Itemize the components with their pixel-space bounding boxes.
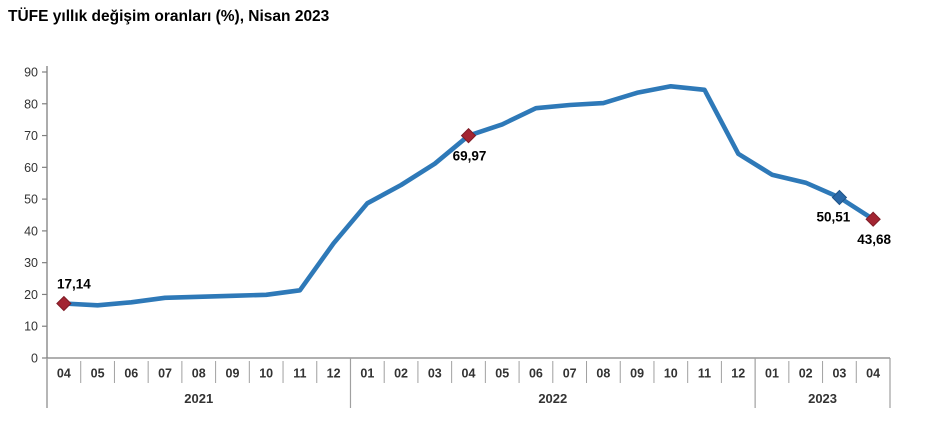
month-label: 11: [698, 367, 711, 381]
data-point-marker: [865, 211, 881, 227]
month-label: 10: [664, 367, 678, 381]
month-label: 08: [596, 367, 610, 381]
month-label: 04: [462, 367, 476, 381]
data-point-label: 69,97: [453, 149, 487, 164]
y-axis-label: 90: [24, 66, 38, 80]
y-axis-label: 40: [24, 224, 38, 238]
y-axis-label: 50: [24, 193, 38, 207]
data-point-marker: [460, 127, 477, 144]
month-label: 11: [293, 367, 306, 381]
chart-title: TÜFE yıllık değişim oranları (%), Nisan …: [8, 8, 330, 25]
data-point-label: 43,68: [857, 232, 891, 247]
month-label: 04: [57, 367, 71, 381]
month-label: 09: [630, 367, 644, 381]
y-axis-label: 30: [24, 256, 38, 270]
year-label: 2021: [184, 391, 213, 406]
year-label: 2022: [538, 391, 567, 406]
y-axis-label: 60: [24, 161, 38, 175]
month-label: 06: [529, 367, 543, 381]
month-label: 07: [563, 367, 577, 381]
year-label: 2023: [808, 391, 837, 406]
data-point-label: 17,14: [57, 277, 91, 292]
data-point-marker: [831, 189, 848, 206]
month-label: 10: [259, 367, 273, 381]
y-axis-label: 10: [24, 320, 38, 334]
y-axis-label: 0: [31, 352, 38, 366]
month-label: 01: [360, 367, 374, 381]
data-point-marker: [56, 295, 72, 312]
month-label: 06: [124, 367, 138, 381]
month-label: 02: [394, 367, 408, 381]
y-axis-label: 70: [24, 129, 38, 143]
month-label: 03: [832, 367, 846, 381]
month-label: 08: [192, 367, 206, 381]
month-label: 04: [866, 367, 880, 381]
month-label: 01: [765, 367, 779, 381]
y-axis-label: 20: [24, 288, 38, 302]
trend-line: [61, 84, 876, 308]
month-label: 03: [428, 367, 442, 381]
data-point-label: 50,51: [817, 209, 851, 224]
month-label: 07: [158, 367, 172, 381]
month-label: 12: [327, 367, 341, 381]
month-label: 05: [495, 367, 509, 381]
month-label: 09: [226, 367, 240, 381]
month-label: 12: [731, 367, 745, 381]
month-label: 05: [91, 367, 105, 381]
y-axis-label: 80: [24, 97, 38, 111]
month-label: 02: [799, 367, 813, 381]
